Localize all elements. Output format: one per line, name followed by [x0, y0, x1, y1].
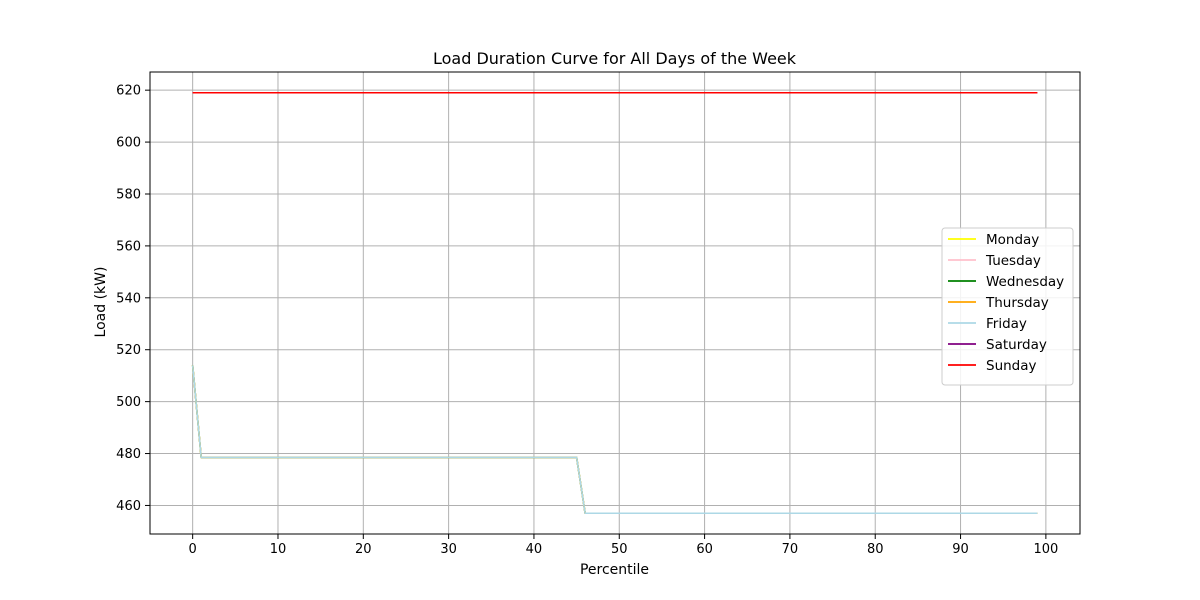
legend-box	[941, 227, 1074, 386]
x-tick-label: 70	[782, 542, 799, 557]
x-tick-label: 90	[952, 542, 969, 557]
legend-label-saturday: Saturday	[986, 337, 1047, 353]
y-tick-label: 560	[116, 239, 141, 254]
x-tick-label: 100	[1033, 542, 1058, 557]
legend: Monday Tuesday Wednesday Thursday Friday Satu…	[941, 227, 1074, 386]
x-axis-ticks: 0 10 20 30 40 50 60 70 80 90 100	[189, 534, 1058, 557]
legend-label-tuesday: Tuesday	[985, 253, 1041, 269]
series-line-monday	[191, 365, 1038, 515]
y-axis-title: Load (kW)	[93, 267, 109, 338]
series-line-tuesday	[191, 365, 1038, 515]
x-tick-label: 80	[867, 542, 884, 557]
grid-lines	[150, 72, 1080, 534]
x-tick-label: 60	[696, 542, 713, 557]
y-tick-label: 460	[116, 499, 141, 514]
y-tick-label: 540	[116, 291, 141, 306]
y-tick-label: 500	[116, 395, 141, 410]
plot-area-frame	[149, 71, 1081, 535]
x-tick-label: 50	[611, 542, 628, 557]
x-tick-label: 30	[440, 542, 457, 557]
y-tick-label: 520	[116, 343, 141, 358]
x-axis-title: Percentile	[580, 562, 649, 578]
x-tick-label: 20	[355, 542, 372, 557]
x-tick-label: 40	[526, 542, 543, 557]
legend-label-sunday: Sunday	[986, 358, 1037, 374]
y-axis-ticks: 460 480 500 520 540 560 580 600 620	[116, 84, 150, 514]
legend-label-thursday: Thursday	[985, 295, 1049, 311]
y-tick-label: 480	[116, 447, 141, 462]
chart-title: Load Duration Curve for All Days of the …	[433, 49, 797, 68]
y-tick-label: 600	[116, 136, 141, 151]
y-tick-label: 580	[116, 187, 141, 202]
series-line-wednesday	[191, 365, 1038, 515]
y-tick-label: 620	[116, 84, 141, 99]
legend-label-wednesday: Wednesday	[986, 274, 1064, 290]
legend-label-friday: Friday	[986, 316, 1027, 332]
legend-label-monday: Monday	[986, 232, 1039, 248]
series-line-friday	[191, 365, 1038, 515]
x-tick-label: 0	[189, 542, 197, 557]
series-line-thursday	[191, 365, 1038, 515]
series-lines	[191, 91, 1038, 515]
x-tick-label: 10	[270, 542, 287, 557]
